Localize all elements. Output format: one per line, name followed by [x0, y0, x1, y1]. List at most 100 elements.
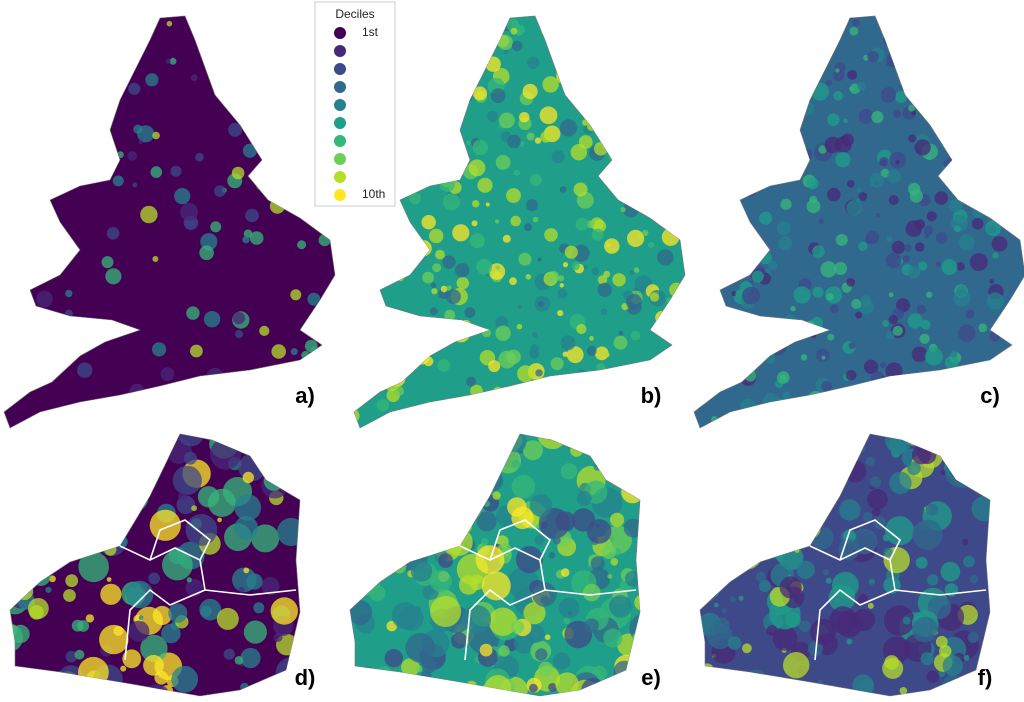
map-area: [378, 434, 400, 452]
map-area: [415, 20, 422, 27]
map-area: [234, 516, 259, 540]
map-area: [676, 51, 685, 64]
map-area: [610, 558, 619, 566]
map-area: [242, 143, 257, 158]
map-area: [403, 99, 421, 117]
map-area: [165, 58, 171, 64]
map-area: [582, 434, 600, 447]
map-area: [749, 169, 767, 186]
map-area: [367, 271, 378, 282]
map-area: [65, 650, 78, 663]
map-area: [859, 446, 866, 452]
map-area: [592, 37, 599, 45]
map-area: [413, 460, 420, 467]
map-area: [422, 518, 454, 550]
map-area: [495, 155, 511, 170]
map-area: [10, 449, 17, 469]
legend-box: [314, 1, 396, 207]
map-area: [419, 542, 430, 553]
map-area: [561, 395, 576, 411]
map-area: [320, 339, 334, 353]
map-area: [476, 511, 497, 532]
map-area: [649, 292, 660, 302]
map-area: [364, 322, 374, 332]
map-area: [794, 23, 800, 29]
map-area: [357, 309, 376, 327]
map-area: [756, 676, 781, 696]
map-area: [971, 218, 984, 230]
map-area: [170, 165, 182, 177]
map-area: [234, 494, 262, 521]
map-area: [396, 63, 410, 76]
map-area: [106, 434, 126, 448]
map-area: [199, 245, 214, 261]
map-area: [908, 134, 917, 143]
map-area: [216, 607, 239, 630]
map-area: [122, 649, 142, 669]
map-area: [745, 669, 766, 690]
map-area: [776, 221, 791, 236]
map-area: [814, 16, 830, 24]
map-area: [669, 349, 675, 355]
map-area: [480, 537, 489, 546]
map-area: [282, 442, 300, 466]
map-area: [759, 211, 773, 225]
map-area: [89, 463, 97, 472]
map-area: [422, 52, 439, 69]
map-area: [603, 537, 608, 542]
map-area: [591, 228, 604, 241]
map-panel: [693, 15, 1024, 429]
map-area: [429, 228, 444, 244]
map-area: [835, 152, 851, 168]
map-area: [392, 559, 407, 574]
map-area: [355, 240, 368, 254]
panel-label: b): [641, 383, 662, 408]
map-area: [40, 462, 56, 478]
map-area: [538, 661, 554, 677]
map-area: [675, 356, 685, 373]
map-area: [45, 586, 52, 593]
map-area: [1006, 24, 1021, 39]
map-area: [4, 60, 6, 71]
map-area: [371, 262, 380, 271]
map-area: [438, 553, 453, 568]
map-area: [456, 434, 474, 447]
map-area: [490, 43, 495, 48]
map-area: [436, 336, 445, 345]
map-area: [288, 21, 303, 37]
map-area: [560, 568, 570, 577]
map-area: [180, 202, 199, 221]
map-area: [429, 307, 438, 316]
map-area: [806, 320, 815, 330]
map-area: [820, 693, 830, 696]
map-area: [223, 648, 235, 660]
map-area: [1004, 49, 1013, 59]
map-area: [360, 669, 384, 693]
map-area: [184, 451, 197, 465]
map-area: [908, 104, 915, 112]
map-area: [506, 18, 520, 32]
map-area: [174, 188, 191, 205]
map-area: [584, 618, 599, 633]
map-area: [766, 625, 778, 636]
map-area: [808, 49, 823, 64]
map-area: [625, 142, 644, 161]
map-area: [753, 106, 769, 122]
map-area: [1000, 16, 1016, 20]
map-area: [582, 119, 589, 126]
map-area: [544, 634, 551, 640]
map-area: [613, 335, 628, 350]
map-area: [63, 589, 76, 602]
map-area: [10, 681, 24, 696]
map-area: [127, 151, 138, 161]
map-area: [989, 331, 1000, 342]
map-area: [539, 106, 558, 125]
map-area: [152, 342, 167, 357]
map-area: [1016, 162, 1024, 174]
map-area: [935, 261, 941, 267]
map-area: [978, 323, 988, 333]
map-area: [809, 56, 815, 62]
map-area: [511, 620, 525, 634]
map-area: [985, 22, 998, 36]
map-area: [291, 362, 310, 381]
